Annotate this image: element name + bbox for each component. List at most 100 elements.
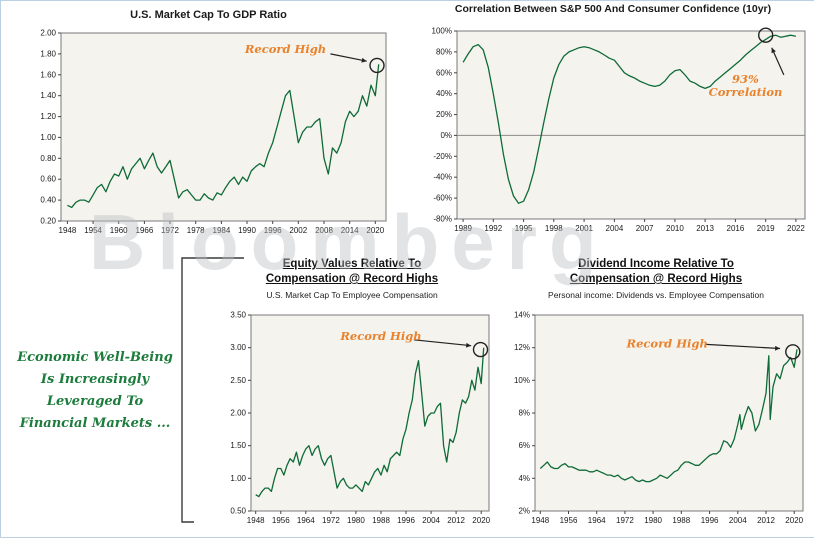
svg-text:1954: 1954 xyxy=(84,226,102,235)
svg-text:2019: 2019 xyxy=(757,224,775,233)
svg-text:2013: 2013 xyxy=(696,224,714,233)
svg-text:2001: 2001 xyxy=(575,224,593,233)
panel-dividend-compensation: Dividend Income Relative To Compensation… xyxy=(499,257,813,535)
svg-text:100%: 100% xyxy=(432,27,452,36)
panel-equity-compensation: Equity Values Relative To Compensation @… xyxy=(209,257,495,535)
svg-text:2004: 2004 xyxy=(606,224,624,233)
svg-text:-80%: -80% xyxy=(433,215,452,224)
svg-text:1996: 1996 xyxy=(397,516,415,525)
svg-text:6%: 6% xyxy=(518,441,530,450)
svg-text:-40%: -40% xyxy=(433,173,452,182)
svg-text:1998: 1998 xyxy=(545,224,563,233)
svg-text:1.00: 1.00 xyxy=(230,474,246,483)
svg-text:2.00: 2.00 xyxy=(230,409,246,418)
svg-text:1988: 1988 xyxy=(672,516,690,525)
svg-text:1956: 1956 xyxy=(560,516,578,525)
svg-text:2008: 2008 xyxy=(315,226,333,235)
panel-correlation: Correlation Between S&P 500 And Consumer… xyxy=(413,1,813,241)
chart-title-equity-line2: Compensation @ Record Highs xyxy=(265,273,439,285)
svg-text:1948: 1948 xyxy=(531,516,549,525)
svg-text:20%: 20% xyxy=(436,110,452,119)
svg-text:-20%: -20% xyxy=(433,152,452,161)
svg-text:1972: 1972 xyxy=(161,226,179,235)
svg-text:2012: 2012 xyxy=(757,516,775,525)
chart-title-dividend-line1: Dividend Income Relative To xyxy=(578,258,734,270)
svg-text:2%: 2% xyxy=(518,507,530,516)
svg-text:8%: 8% xyxy=(518,409,530,418)
svg-text:1988: 1988 xyxy=(372,516,390,525)
svg-text:2020: 2020 xyxy=(785,516,803,525)
chart-title-equity-line1: Equity Values Relative To xyxy=(282,258,422,270)
svg-text:Correlation: Correlation xyxy=(709,85,783,99)
svg-text:1996: 1996 xyxy=(264,226,282,235)
svg-text:10%: 10% xyxy=(514,376,530,385)
svg-text:0%: 0% xyxy=(440,131,452,140)
svg-text:12%: 12% xyxy=(514,343,530,352)
svg-text:1992: 1992 xyxy=(484,224,502,233)
svg-text:1978: 1978 xyxy=(187,226,205,235)
svg-text:1980: 1980 xyxy=(347,516,365,525)
svg-text:1960: 1960 xyxy=(110,226,128,235)
chart-title-market-cap-gdp: U.S. Market Cap To GDP Ratio xyxy=(130,9,287,21)
svg-text:1996: 1996 xyxy=(701,516,719,525)
svg-text:1948: 1948 xyxy=(59,226,77,235)
svg-text:1995: 1995 xyxy=(515,224,533,233)
svg-text:Record High: Record High xyxy=(244,42,326,56)
svg-text:2014: 2014 xyxy=(341,226,359,235)
svg-text:1.00: 1.00 xyxy=(40,133,56,142)
svg-text:2012: 2012 xyxy=(447,516,465,525)
svg-text:1.50: 1.50 xyxy=(230,441,246,450)
svg-text:1948: 1948 xyxy=(247,516,265,525)
svg-text:1989: 1989 xyxy=(454,224,472,233)
svg-text:0.20: 0.20 xyxy=(40,217,56,226)
svg-text:60%: 60% xyxy=(436,68,452,77)
note-line: Financial Markets ... xyxy=(19,416,171,431)
equity-compensation-chart: 0.50 1.00 1.50 2.00 2.50 3.00 3.50 1948 1956 1964… xyxy=(209,301,495,533)
svg-text:1972: 1972 xyxy=(322,516,340,525)
svg-text:1972: 1972 xyxy=(616,516,634,525)
note-line: Leveraged To xyxy=(46,394,144,409)
svg-text:0.40: 0.40 xyxy=(40,196,56,205)
svg-text:1966: 1966 xyxy=(136,226,154,235)
svg-text:0.50: 0.50 xyxy=(230,507,246,516)
svg-text:2.50: 2.50 xyxy=(230,376,246,385)
economic-note: Economic Well-Being Is Increasingly Leve… xyxy=(1,347,189,435)
svg-text:1956: 1956 xyxy=(272,516,290,525)
svg-text:2007: 2007 xyxy=(636,224,654,233)
note-line: Is Increasingly xyxy=(40,372,150,387)
svg-text:2016: 2016 xyxy=(727,224,745,233)
svg-text:14%: 14% xyxy=(514,311,530,320)
svg-text:1984: 1984 xyxy=(213,226,231,235)
market-cap-gdp-chart: 0.20 0.40 0.60 0.80 1.00 1.20 1.40 1.60 1.80 2.00… xyxy=(21,23,396,241)
svg-text:1964: 1964 xyxy=(588,516,606,525)
svg-text:1.20: 1.20 xyxy=(40,112,56,121)
svg-text:2010: 2010 xyxy=(666,224,684,233)
svg-text:4%: 4% xyxy=(518,474,530,483)
svg-text:93%: 93% xyxy=(732,72,759,86)
svg-text:80%: 80% xyxy=(436,47,452,56)
svg-text:2002: 2002 xyxy=(289,226,307,235)
svg-text:2004: 2004 xyxy=(422,516,440,525)
svg-text:1964: 1964 xyxy=(297,516,315,525)
svg-text:1.80: 1.80 xyxy=(40,49,56,58)
chart-title-correlation: Correlation Between S&P 500 And Consumer… xyxy=(454,3,772,15)
svg-text:1.40: 1.40 xyxy=(40,91,56,100)
svg-text:0.60: 0.60 xyxy=(40,175,56,184)
svg-text:Record High: Record High xyxy=(626,337,708,351)
svg-text:1980: 1980 xyxy=(644,516,662,525)
svg-text:0.80: 0.80 xyxy=(40,154,56,163)
chart-title-dividend-line2: Compensation @ Record Highs xyxy=(569,273,743,285)
svg-text:2020: 2020 xyxy=(472,516,490,525)
svg-text:2.00: 2.00 xyxy=(40,29,56,38)
panel-market-cap-gdp: U.S. Market Cap To GDP Ratio 0.20 0.40 0.6… xyxy=(21,7,396,241)
svg-text:Record High: Record High xyxy=(339,329,421,343)
svg-text:3.00: 3.00 xyxy=(230,343,246,352)
svg-text:2022: 2022 xyxy=(787,224,805,233)
svg-text:-60%: -60% xyxy=(433,194,452,203)
svg-text:3.50: 3.50 xyxy=(230,311,246,320)
dividend-compensation-chart: 2% 4% 6% 8% 10% 12% 14% 1948 1956 1964 1972 1980 198… xyxy=(499,301,813,533)
svg-text:1990: 1990 xyxy=(238,226,256,235)
svg-text:2004: 2004 xyxy=(729,516,747,525)
svg-text:1.60: 1.60 xyxy=(40,70,56,79)
